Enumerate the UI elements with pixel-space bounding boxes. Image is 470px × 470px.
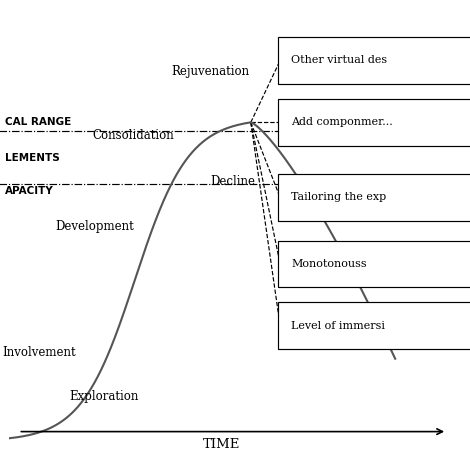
Text: LEMENTS: LEMENTS	[5, 153, 60, 163]
Text: Involvement: Involvement	[2, 345, 76, 359]
FancyBboxPatch shape	[278, 37, 470, 84]
FancyBboxPatch shape	[278, 99, 470, 146]
Text: Decline: Decline	[210, 175, 255, 188]
Text: Add componmer...: Add componmer...	[291, 118, 393, 127]
FancyBboxPatch shape	[278, 241, 470, 287]
FancyBboxPatch shape	[278, 174, 470, 220]
Text: CAL RANGE: CAL RANGE	[5, 118, 71, 127]
Text: Monotonouss: Monotonouss	[291, 258, 367, 269]
Text: Level of immersi: Level of immersi	[291, 321, 385, 330]
Text: Other virtual des: Other virtual des	[291, 55, 388, 65]
Text: Tailoring the exp: Tailoring the exp	[291, 192, 387, 203]
Text: Consolidation: Consolidation	[93, 129, 174, 142]
Text: APACITY: APACITY	[5, 186, 54, 196]
Text: Development: Development	[56, 219, 134, 233]
Text: Exploration: Exploration	[70, 390, 139, 403]
Text: TIME: TIME	[203, 439, 240, 451]
Text: Rejuvenation: Rejuvenation	[171, 65, 249, 78]
FancyBboxPatch shape	[278, 302, 470, 349]
